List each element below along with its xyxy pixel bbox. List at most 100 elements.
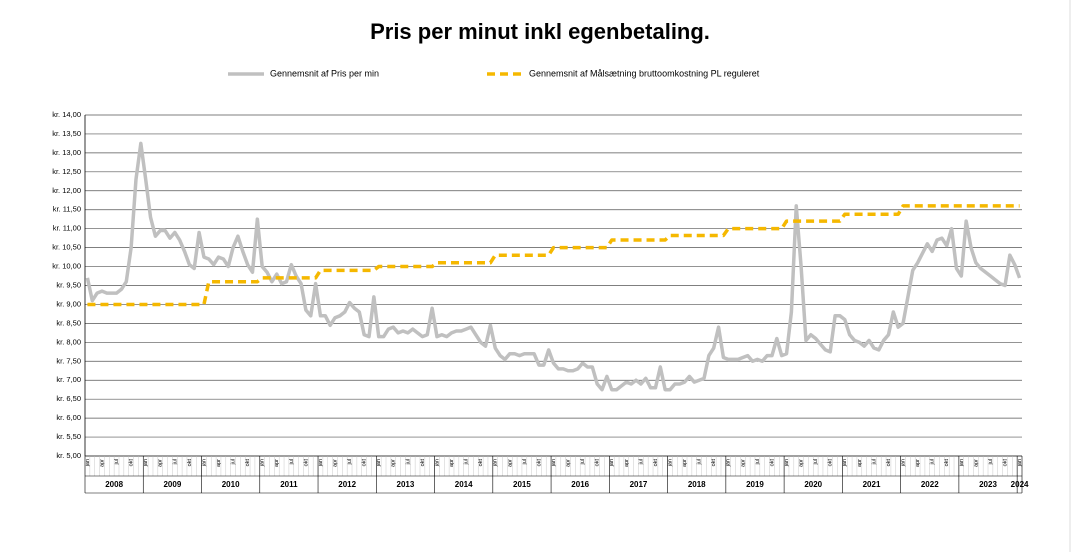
x-tick-label: jul — [813, 459, 819, 466]
y-tick-label: kr. 10,50 — [52, 243, 81, 252]
y-tick-label: kr. 10,00 — [52, 262, 81, 271]
x-tick-label: jul — [172, 459, 178, 466]
year-label: 2009 — [163, 480, 181, 489]
x-tick-label: okt — [187, 459, 193, 467]
x-tick-label: jan — [1017, 459, 1023, 467]
x-tick-label: apr — [332, 459, 338, 467]
x-tick-label: jan — [901, 459, 907, 467]
year-label: 2018 — [688, 480, 706, 489]
x-tick-label: apr — [740, 459, 746, 467]
year-label: 2012 — [338, 480, 356, 489]
y-tick-label: kr. 11,00 — [53, 224, 81, 233]
x-tick-label: jul — [405, 459, 411, 466]
x-tick-label: jul — [347, 459, 353, 466]
y-tick-label: kr. 9,00 — [56, 299, 81, 308]
x-tick-label: okt — [478, 459, 484, 467]
x-tick-label: jul — [464, 459, 470, 466]
x-tick-label: okt — [303, 459, 309, 467]
x-tick-label: jul — [697, 459, 703, 466]
year-label: 2013 — [397, 480, 415, 489]
x-tick-label: jul — [988, 459, 994, 466]
x-tick-label: apr — [624, 459, 630, 467]
year-label: 2021 — [863, 480, 881, 489]
x-tick-label: apr — [915, 459, 921, 467]
year-label: 2015 — [513, 480, 531, 489]
x-tick-label: jul — [580, 459, 586, 466]
year-label: 2017 — [630, 480, 648, 489]
series-line — [87, 204, 1020, 307]
x-tick-label: okt — [595, 459, 601, 467]
series-line — [85, 141, 1022, 392]
x-tick-label: apr — [566, 459, 572, 467]
x-tick-label: okt — [944, 459, 950, 467]
x-tick-label: jul — [289, 459, 295, 466]
x-tick-label: jan — [551, 459, 557, 467]
y-tick-label: kr. 13,00 — [52, 148, 81, 157]
year-label: 2024 — [1011, 480, 1029, 489]
chart-title: Pris per minut inkl egenbetaling. — [370, 19, 710, 44]
year-label: 2011 — [280, 480, 298, 489]
x-tick-label: jan — [493, 459, 499, 467]
x-tick-label: apr — [158, 459, 164, 467]
year-label: 2014 — [455, 480, 473, 489]
x-tick-label: okt — [362, 459, 368, 467]
x-tick-label: okt — [129, 459, 135, 467]
x-tick-label: jan — [201, 459, 207, 467]
y-tick-label: kr. 11,50 — [53, 205, 81, 214]
y-tick-label: kr. 6,50 — [56, 394, 81, 403]
x-tick-label: jan — [85, 459, 91, 467]
y-tick-label: kr. 12,00 — [52, 186, 81, 195]
year-label: 2020 — [804, 480, 822, 489]
x-tick-label: jan — [260, 459, 266, 467]
x-tick-label: jan — [726, 459, 732, 467]
x-tick-label: okt — [1002, 459, 1008, 467]
x-tick-label: jan — [784, 459, 790, 467]
x-tick-label: apr — [391, 459, 397, 467]
x-tick-label: okt — [245, 459, 251, 467]
y-tick-label: kr. 6,00 — [56, 413, 81, 422]
year-label: 2010 — [222, 480, 240, 489]
x-tick-label: jul — [871, 459, 877, 466]
x-tick-label: apr — [799, 459, 805, 467]
y-tick-label: kr. 9,50 — [56, 280, 81, 289]
x-tick-label: apr — [507, 459, 513, 467]
year-label: 2008 — [105, 480, 123, 489]
x-tick-label: jul — [114, 459, 120, 466]
x-tick-label: okt — [828, 459, 834, 467]
x-tick-label: jul — [638, 459, 644, 466]
y-tick-label: kr. 5,50 — [56, 432, 81, 441]
x-tick-label: okt — [769, 459, 775, 467]
x-tick-label: jul — [522, 459, 528, 466]
x-tick-label: jul — [755, 459, 761, 466]
y-tick-label: kr. 5,00 — [56, 451, 81, 460]
x-tick-label: okt — [886, 459, 892, 467]
legend-label: Gennemsnit af Pris per min — [270, 68, 379, 78]
x-tick-label: apr — [216, 459, 222, 467]
x-tick-label: jan — [667, 459, 673, 467]
y-tick-label: kr. 7,00 — [56, 375, 81, 384]
x-tick-label: okt — [420, 459, 426, 467]
x-tick-label: apr — [274, 459, 280, 467]
y-tick-label: kr. 7,50 — [56, 356, 81, 365]
y-tick-label: kr. 13,50 — [52, 129, 81, 138]
x-tick-label: jul — [930, 459, 936, 466]
x-tick-label: jan — [143, 459, 149, 467]
x-tick-label: jan — [609, 459, 615, 467]
y-tick-label: kr. 8,50 — [56, 318, 81, 327]
x-tick-label: okt — [711, 459, 717, 467]
year-label: 2023 — [979, 480, 997, 489]
y-tick-label: kr. 12,50 — [52, 167, 81, 176]
x-tick-label: jan — [376, 459, 382, 467]
x-tick-label: jan — [959, 459, 965, 467]
y-tick-label: kr. 8,00 — [56, 337, 81, 346]
x-tick-label: jan — [434, 459, 440, 467]
x-tick-label: jan — [842, 459, 848, 467]
x-tick-label: okt — [536, 459, 542, 467]
x-tick-label: apr — [973, 459, 979, 467]
x-tick-label: jul — [231, 459, 237, 466]
x-tick-label: apr — [857, 459, 863, 467]
x-tick-label: jan — [318, 459, 324, 467]
year-label: 2016 — [571, 480, 589, 489]
legend-label: Gennemsnit af Målsætning bruttoomkostnin… — [529, 68, 760, 78]
